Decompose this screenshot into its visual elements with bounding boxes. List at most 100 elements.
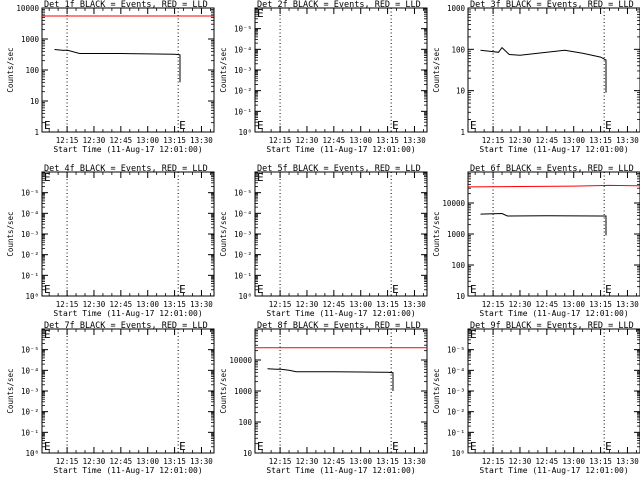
y-tick-label: 10⁻⁵ (21, 189, 39, 198)
y-tick-label: 10 (243, 449, 253, 458)
event-marker-top: E (257, 7, 264, 20)
x-tick-label: 12:45 (536, 457, 559, 466)
det-panel: Det 4f BLACK = Events, RED = LLD 10⁰ 10⁻¹ 1… (6, 164, 215, 318)
x-tick-label: 12:30 (83, 457, 106, 466)
y-tick-label: 10⁻³ (21, 230, 39, 239)
event-marker: E (257, 119, 264, 132)
x-tick-label: 13:00 (136, 300, 159, 309)
x-tick-label: 13:00 (136, 457, 159, 466)
event-marker: E (470, 440, 477, 453)
x-tick-label: 13:15 (163, 457, 186, 466)
y-tick-label: 1000 (447, 4, 466, 13)
y-axis-label: Counts/sec (6, 368, 15, 413)
x-tick-label: 13:30 (616, 300, 639, 309)
y-tick-label: 100 (25, 66, 39, 75)
y-tick-label: 1000 (21, 35, 40, 44)
x-tick-label: 13:15 (163, 136, 186, 145)
y-tick-label: 10⁻² (447, 408, 465, 417)
event-marker: E (44, 440, 51, 453)
y-tick-label: 10 (456, 87, 466, 96)
x-tick-label: 12:45 (536, 136, 559, 145)
y-tick-label: 10⁻⁴ (21, 209, 39, 218)
panel-title: Det 7f BLACK = Events, RED = LLD (44, 321, 208, 331)
x-tick-label: 13:00 (349, 300, 372, 309)
panel-title: Det 1f BLACK = Events, RED = LLD (44, 0, 208, 10)
det-panel: Det 1f BLACK = Events, RED = LLD 1 10 100 10… (6, 0, 215, 154)
x-axis-label: Start Time (11-Aug-17 12:01:00) (53, 466, 202, 475)
y-tick-label: 10⁻³ (234, 66, 252, 75)
y-tick-label: 10⁻³ (21, 387, 39, 396)
y-tick-label: 10⁰ (238, 292, 252, 301)
y-axis-label: Counts/sec (219, 47, 228, 92)
x-tick-label: 13:15 (163, 300, 186, 309)
event-marker: E (257, 440, 264, 453)
plot-frame (467, 328, 640, 454)
y-tick-label: 10⁻¹ (447, 428, 465, 437)
y-tick-label: 1000 (234, 387, 253, 396)
event-marker: E (179, 440, 186, 453)
x-tick-label: 13:30 (190, 457, 213, 466)
x-tick-label: 13:00 (349, 457, 372, 466)
event-marker: E (257, 283, 264, 296)
event-marker: E (179, 283, 186, 296)
y-tick-label: 10⁻⁵ (21, 346, 39, 355)
x-tick-label: 12:30 (296, 300, 319, 309)
plot-frame (41, 171, 215, 297)
x-axis-label: Start Time (11-Aug-17 12:01:00) (479, 466, 628, 475)
y-tick-label: 10 (456, 292, 466, 301)
x-tick-label: 13:00 (562, 457, 585, 466)
y-tick-label: 10⁻⁵ (234, 189, 252, 198)
y-tick-label: 100 (451, 45, 465, 54)
y-tick-label: 10⁻³ (447, 387, 465, 396)
y-tick-label: 10⁻² (21, 251, 39, 260)
y-tick-label: 1 (34, 128, 39, 137)
plot-frame (467, 7, 640, 133)
x-tick-label: 12:15 (482, 457, 505, 466)
y-axis-label: Counts/sec (432, 368, 441, 413)
y-tick-label: 10⁻¹ (234, 107, 252, 116)
event-marker: E (605, 440, 612, 453)
x-tick-label: 13:00 (562, 136, 585, 145)
y-tick-label: 10 (30, 97, 40, 106)
y-tick-label: 10000 (442, 199, 465, 208)
x-tick-label: 12:15 (482, 300, 505, 309)
y-tick-label: 1 (460, 128, 465, 137)
events-series-line (267, 368, 394, 391)
x-tick-label: 12:30 (83, 300, 106, 309)
event-marker: E (44, 119, 51, 132)
y-tick-label: 10⁻⁴ (234, 45, 252, 54)
y-tick-label: 10⁻⁴ (21, 366, 39, 375)
events-series-line (54, 49, 181, 83)
y-tick-label: 10000 (16, 4, 39, 13)
y-tick-label: 10⁰ (451, 449, 465, 458)
y-tick-label: 100 (238, 418, 252, 427)
event-marker: E (605, 119, 612, 132)
det-panel: Det 7f BLACK = Events, RED = LLD 10⁰ 10⁻¹ 1… (6, 321, 215, 475)
x-axis-label: Start Time (11-Aug-17 12:01:00) (266, 466, 415, 475)
panel-title: Det 8f BLACK = Events, RED = LLD (257, 321, 421, 331)
x-tick-label: 12:45 (323, 457, 346, 466)
y-axis-label: Counts/sec (6, 47, 15, 92)
event-marker: E (392, 440, 399, 453)
y-tick-label: 100 (451, 261, 465, 270)
x-tick-label: 13:00 (562, 300, 585, 309)
panel-title: Det 2f BLACK = Events, RED = LLD (257, 0, 421, 10)
event-marker-top: E (44, 328, 51, 341)
x-tick-label: 13:00 (136, 136, 159, 145)
x-tick-label: 12:30 (296, 136, 319, 145)
x-tick-label: 13:30 (403, 136, 426, 145)
x-tick-label: 12:15 (56, 457, 79, 466)
x-tick-label: 12:45 (323, 300, 346, 309)
x-tick-label: 12:45 (110, 300, 133, 309)
events-series-line (480, 46, 607, 93)
x-tick-label: 12:15 (269, 457, 292, 466)
y-tick-label: 10⁻² (21, 408, 39, 417)
y-tick-label: 10⁻⁵ (234, 25, 252, 34)
x-axis-label: Start Time (11-Aug-17 12:01:00) (53, 145, 202, 154)
x-tick-label: 12:45 (536, 300, 559, 309)
x-tick-label: 12:30 (509, 457, 532, 466)
event-marker: E (44, 283, 51, 296)
x-tick-label: 12:45 (110, 136, 133, 145)
y-axis-label: Counts/sec (432, 211, 441, 256)
plot-frame (41, 328, 215, 454)
